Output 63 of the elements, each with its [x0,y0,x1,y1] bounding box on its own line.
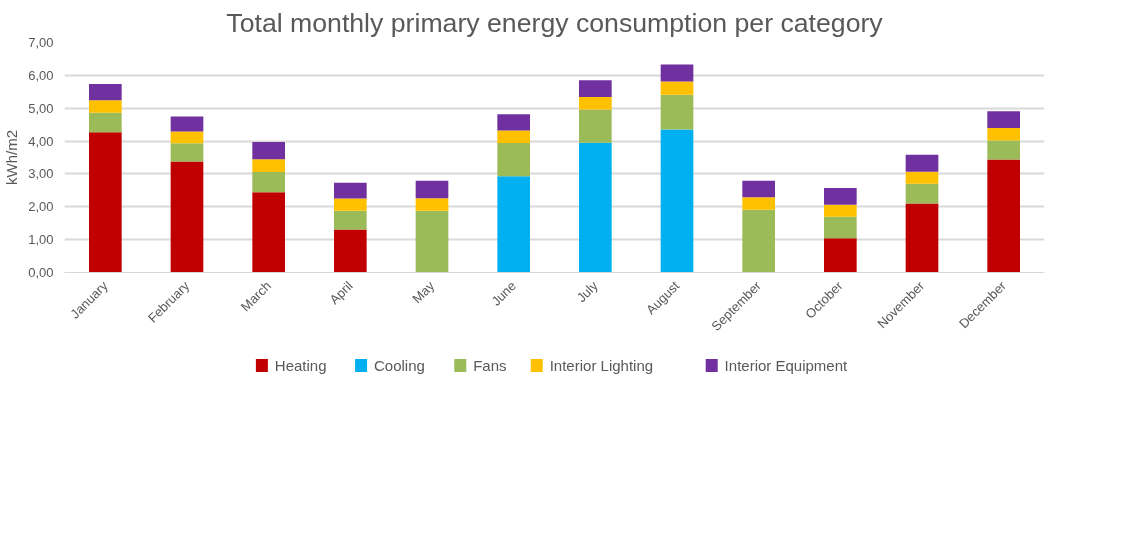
bar [497,143,530,177]
bar [987,127,1020,141]
bar [497,176,530,273]
bar [334,210,367,230]
bar [742,197,775,210]
bar [987,111,1020,128]
bar [252,171,285,193]
x-tick-label: May [409,277,438,307]
y-tick-label: 1,00 [28,232,54,248]
bar [824,238,857,273]
bar [987,140,1020,160]
bar [660,64,694,82]
bar [415,180,449,199]
bar [252,159,285,172]
y-tick-label: 7,00 [28,35,54,50]
x-tick-label: July [573,277,601,306]
bar [824,216,857,239]
bar [334,229,367,273]
bar [170,116,204,132]
y-tick-label: 4,00 [28,133,54,149]
bar [660,129,694,273]
bar [334,182,367,199]
y-tick-label: 3,00 [28,166,54,182]
y-tick-label: 5,00 [28,100,54,116]
legend-label: Cooling [374,357,425,374]
bar [579,142,612,273]
legend-label: Heating [274,357,327,374]
bar [89,83,122,101]
bar [89,132,122,273]
bar [252,142,285,160]
y-axis-title: kWh/m2 [3,129,21,185]
bar [415,198,449,211]
bar [415,210,449,273]
y-tick-label: 0,00 [28,265,54,280]
bar [579,97,612,110]
bar [905,171,939,184]
bar [660,94,694,130]
bar [170,161,204,273]
bar [905,154,939,172]
bar [660,81,694,95]
bar [824,188,857,205]
bar [170,143,204,162]
bar [905,203,939,273]
bar [579,109,612,143]
bar [89,100,122,113]
bar [334,198,367,211]
bar [742,180,775,198]
bar [824,204,857,217]
bar [252,192,285,273]
bar [987,159,1020,273]
bar [579,80,612,98]
bar [497,114,530,131]
bar [170,131,204,144]
bar [905,183,939,204]
bar [89,112,122,133]
y-tick-label: 6,00 [28,67,54,83]
bar [497,130,530,144]
y-tick-label: 2,00 [28,199,54,215]
chart-title: Total monthly primary energy consumption per category [226,7,884,38]
legend-label: Interior Equipment [724,357,849,374]
bar [742,209,775,273]
legend-label: Interior Lighting [549,357,654,374]
legend-label: Fans [473,357,507,374]
